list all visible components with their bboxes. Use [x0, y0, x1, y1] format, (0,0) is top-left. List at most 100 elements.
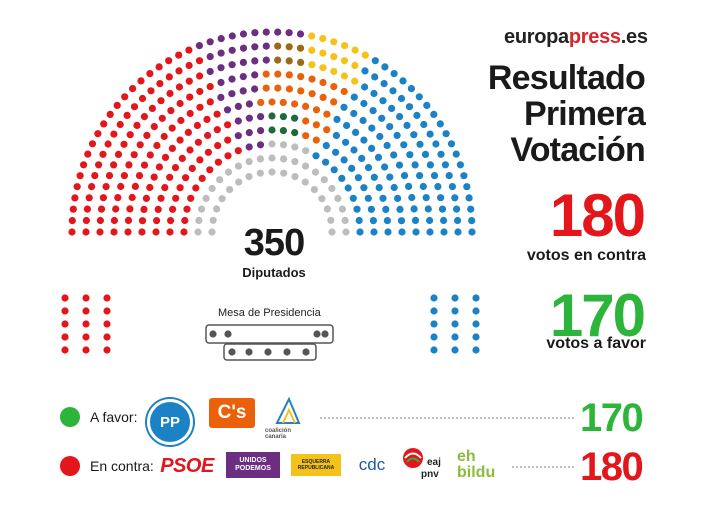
seat-pp — [412, 228, 420, 236]
seat-cs — [274, 84, 282, 92]
seat-psoe — [110, 161, 118, 169]
seat-psoe — [84, 150, 92, 158]
seat-erc — [330, 53, 338, 61]
seat-psoe — [143, 131, 151, 139]
seat-erc — [351, 46, 359, 54]
mesa-seat — [245, 348, 253, 356]
seat-psoe — [185, 61, 193, 70]
seat-erc — [319, 35, 327, 43]
seat-erc — [330, 38, 338, 46]
title-line-1: Resultado — [487, 59, 646, 97]
seat-other — [280, 169, 288, 177]
seat-psoe — [158, 114, 166, 122]
seat-psoe — [94, 130, 102, 138]
seat-psoe — [186, 109, 194, 118]
seat-psoe — [234, 147, 242, 155]
coalicion-canaria-logo: coalición canaria — [265, 395, 311, 441]
seat-other — [213, 205, 221, 213]
seat-pp — [472, 294, 480, 302]
seat-pp — [397, 94, 406, 103]
seat-other — [334, 194, 342, 202]
seat-psoe — [85, 194, 93, 202]
seat-psoe — [112, 205, 120, 213]
seat-podemos — [245, 143, 253, 151]
seat-psoe — [157, 194, 165, 202]
seat-pp — [384, 228, 392, 236]
seat-pp — [354, 174, 362, 182]
seat-pp — [358, 154, 366, 162]
seat-psoe — [129, 85, 137, 93]
seat-psoe — [182, 174, 190, 182]
seat-psoe — [206, 98, 214, 106]
seat-psoe — [103, 294, 111, 302]
seat-other — [235, 178, 243, 186]
cdc-logo: cdc — [358, 455, 386, 474]
seat-pp — [430, 307, 438, 315]
seat-other — [202, 194, 210, 202]
seat-podemos — [257, 113, 265, 121]
seat-pp — [430, 294, 438, 302]
seat-psoe — [138, 94, 147, 103]
seat-psoe — [80, 161, 88, 169]
seat-pnv — [297, 58, 305, 66]
seat-podemos — [228, 90, 236, 98]
eh-bildu-logo: eh bildu — [457, 448, 496, 481]
seat-pp — [349, 194, 357, 202]
seat-psoe — [224, 136, 232, 144]
mesa-seat — [302, 348, 310, 356]
seat-erc — [308, 46, 316, 54]
seat-pp — [343, 121, 351, 130]
seat-pp — [342, 138, 350, 146]
seat-pp — [410, 205, 418, 213]
seat-podemos — [234, 102, 242, 110]
seat-pp — [423, 101, 431, 109]
seat-psoe — [188, 164, 196, 172]
seat-cs — [262, 70, 270, 78]
seat-pp — [360, 184, 368, 192]
seat-pp — [441, 161, 449, 169]
seat-pp — [344, 184, 352, 192]
seat-psoe — [167, 217, 175, 225]
seat-psoe — [195, 57, 204, 65]
seat-psoe — [131, 182, 139, 190]
seat-pp — [451, 333, 459, 341]
seat-pp — [451, 294, 459, 302]
mesa-seat — [224, 330, 232, 338]
seat-other — [234, 162, 242, 170]
seat-pp — [411, 216, 420, 224]
seat-pp — [411, 161, 419, 169]
seat-pp — [369, 107, 377, 115]
seat-pp — [426, 130, 434, 138]
seat-pp — [472, 333, 480, 341]
seat-pp — [396, 113, 404, 121]
seat-psoe — [96, 228, 104, 236]
seat-pp — [332, 148, 340, 156]
seat-pp — [368, 124, 376, 132]
seat-psoe — [99, 150, 107, 158]
seat-psoe — [140, 161, 149, 169]
seat-podemos — [239, 58, 247, 66]
seat-pp — [340, 156, 348, 164]
pp-logo: PP — [147, 399, 193, 445]
seat-psoe — [95, 161, 103, 169]
seat-pp — [416, 172, 424, 180]
seat-other — [218, 195, 226, 203]
seat-cc — [279, 113, 287, 121]
seat-psoe — [120, 172, 128, 180]
title-line-3: Votación — [510, 131, 645, 169]
seat-podemos — [228, 46, 236, 54]
seat-pp — [472, 346, 480, 354]
seat-pp — [353, 205, 361, 213]
seat-pp — [330, 166, 338, 174]
seat-pp — [437, 150, 445, 158]
unidos-podemos-logo: UNIDOS PODEMOS — [226, 452, 280, 478]
seat-cs — [297, 87, 305, 95]
seat-pp — [403, 121, 411, 129]
seat-psoe — [183, 205, 191, 213]
seat-psoe — [206, 166, 214, 174]
seat-other — [208, 184, 216, 193]
seat-psoe — [125, 161, 133, 169]
svg-text:pnv: pnv — [421, 469, 439, 480]
seat-psoe — [192, 184, 200, 192]
seat-psoe — [88, 140, 97, 148]
